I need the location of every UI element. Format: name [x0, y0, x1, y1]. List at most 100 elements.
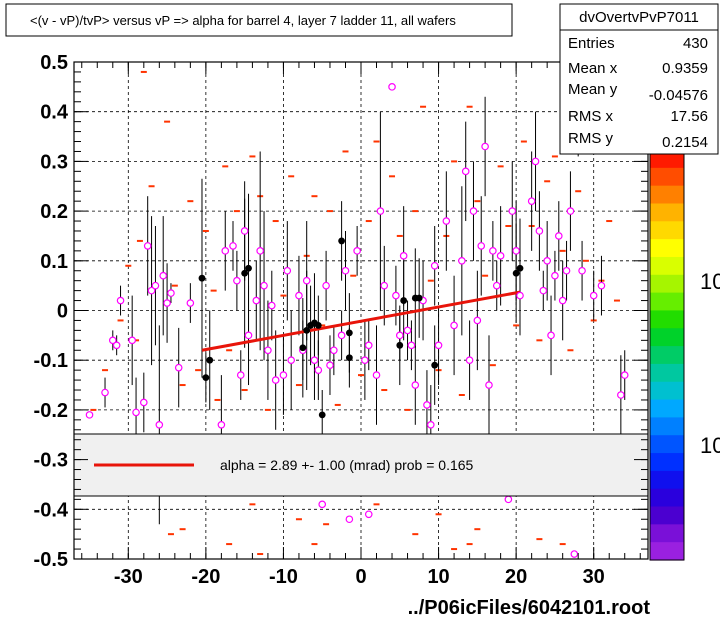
data-point-open [554, 232, 563, 240]
data-point-open [361, 356, 369, 365]
data-point-open [155, 421, 164, 429]
data-point-open [287, 356, 295, 365]
data-point-open [465, 356, 474, 365]
palette-swatch [650, 167, 684, 187]
data-point-open [244, 331, 253, 340]
data-point-open [473, 316, 482, 325]
data-point-open [485, 381, 493, 389]
data-point-filled [318, 411, 326, 419]
palette-swatch [650, 470, 684, 490]
data-point-open [283, 266, 292, 275]
x-tick-label: 10 [427, 566, 449, 588]
data-point-open [388, 83, 396, 91]
data-point-open [337, 331, 346, 340]
data-point-filled [512, 269, 520, 277]
data-point-open [147, 286, 156, 295]
data-point-open [240, 227, 249, 235]
palette-swatch [650, 524, 684, 543]
data-point-open [450, 321, 458, 330]
data-point-open [233, 276, 241, 285]
data-point-open [186, 299, 195, 307]
data-point-filled [415, 294, 423, 302]
palette-swatch [650, 381, 684, 401]
data-point-open [481, 142, 489, 151]
y-tick-label: -0.2 [34, 400, 68, 422]
stats-value-mean-x: 0.9359 [662, 60, 708, 77]
data-point-open [101, 388, 109, 397]
data-point-open [163, 299, 171, 307]
data-point-open [427, 421, 435, 429]
palette-swatch [650, 239, 684, 258]
data-point-filled [431, 361, 439, 369]
data-point-open [167, 289, 175, 297]
data-point-open [558, 296, 567, 305]
data-point-open [551, 271, 559, 280]
y-tick-label: 0.5 [40, 52, 68, 74]
data-point-open [535, 227, 544, 235]
data-point-open [461, 167, 470, 176]
palette-swatch [650, 435, 684, 454]
data-point-open [407, 341, 416, 350]
data-point-open [341, 266, 350, 275]
data-point-filled [206, 356, 214, 364]
data-point-filled [314, 322, 322, 329]
stats-box: dvOvertvPvP7011 Entries 430 Mean x 0.935… [559, 3, 719, 155]
data-point-open [267, 301, 276, 310]
data-point-open [458, 256, 466, 265]
data-point-open [516, 291, 524, 300]
stats-label-mean-x: Mean x [568, 60, 618, 77]
data-point-open [345, 515, 354, 524]
data-point-open [531, 157, 540, 166]
data-point-open [271, 376, 280, 384]
data-point-open [353, 247, 361, 255]
x-tick-label: -30 [114, 566, 143, 588]
title-box: <(v - vP)/tvP> versus vP => alpha for ba… [5, 3, 513, 37]
x-tick-label: -10 [269, 566, 298, 588]
fit-line [201, 290, 521, 352]
data-point-open [597, 281, 606, 290]
stats-title: dvOvertvPvP7011 [579, 9, 699, 26]
data-point-open [151, 281, 160, 290]
data-point-open [543, 256, 551, 265]
data-point-open [318, 500, 327, 509]
data-point-open [620, 371, 629, 379]
data-point-open [140, 398, 148, 407]
data-point-open [489, 247, 497, 255]
y-tick-label: -0.5 [34, 549, 68, 571]
y-tick-labels: -0.5 -0.4 -0.3 -0.2 -0.1 0 0.1 0.2 0.3 0.4 0.5 [34, 52, 69, 571]
data-point-filled [345, 354, 353, 362]
data-point-open [302, 276, 311, 285]
chart-title: <(v - vP)/tvP> versus vP => alpha for ba… [30, 13, 456, 28]
data-point-open [399, 252, 408, 260]
data-point-open [496, 252, 505, 260]
stats-value-mean-y: -0.04576 [649, 87, 708, 104]
stats-label-entries: Entries [568, 35, 615, 52]
palette-label-upper: 10 [700, 269, 720, 294]
palette-swatch [650, 150, 684, 169]
color-palette [649, 149, 685, 561]
y-tick-label: 0.3 [40, 151, 68, 173]
data-point-open [527, 197, 536, 205]
data-point-open [376, 207, 385, 215]
x-tick-label: 20 [505, 566, 527, 588]
data-point-open [116, 296, 125, 305]
data-point-open [295, 291, 303, 300]
data-point-open [566, 207, 575, 215]
data-point-open [264, 346, 272, 355]
data-point-open [229, 242, 237, 250]
palette-swatch [650, 292, 684, 312]
data-point-filled [241, 269, 249, 277]
data-point-open [364, 510, 373, 519]
data-point-open [430, 261, 439, 270]
data-point-open [143, 242, 152, 250]
palette-swatch [650, 453, 684, 472]
footer-filename: ../P06icFiles/6042101.root [408, 597, 651, 619]
palette-swatch [650, 363, 684, 383]
palette-swatch [650, 506, 684, 525]
data-point-filled [345, 329, 353, 337]
stats-label-rms-x: RMS x [568, 108, 614, 125]
data-point-open [330, 346, 338, 355]
data-point-filled [299, 344, 307, 352]
palette-swatch [650, 274, 684, 294]
